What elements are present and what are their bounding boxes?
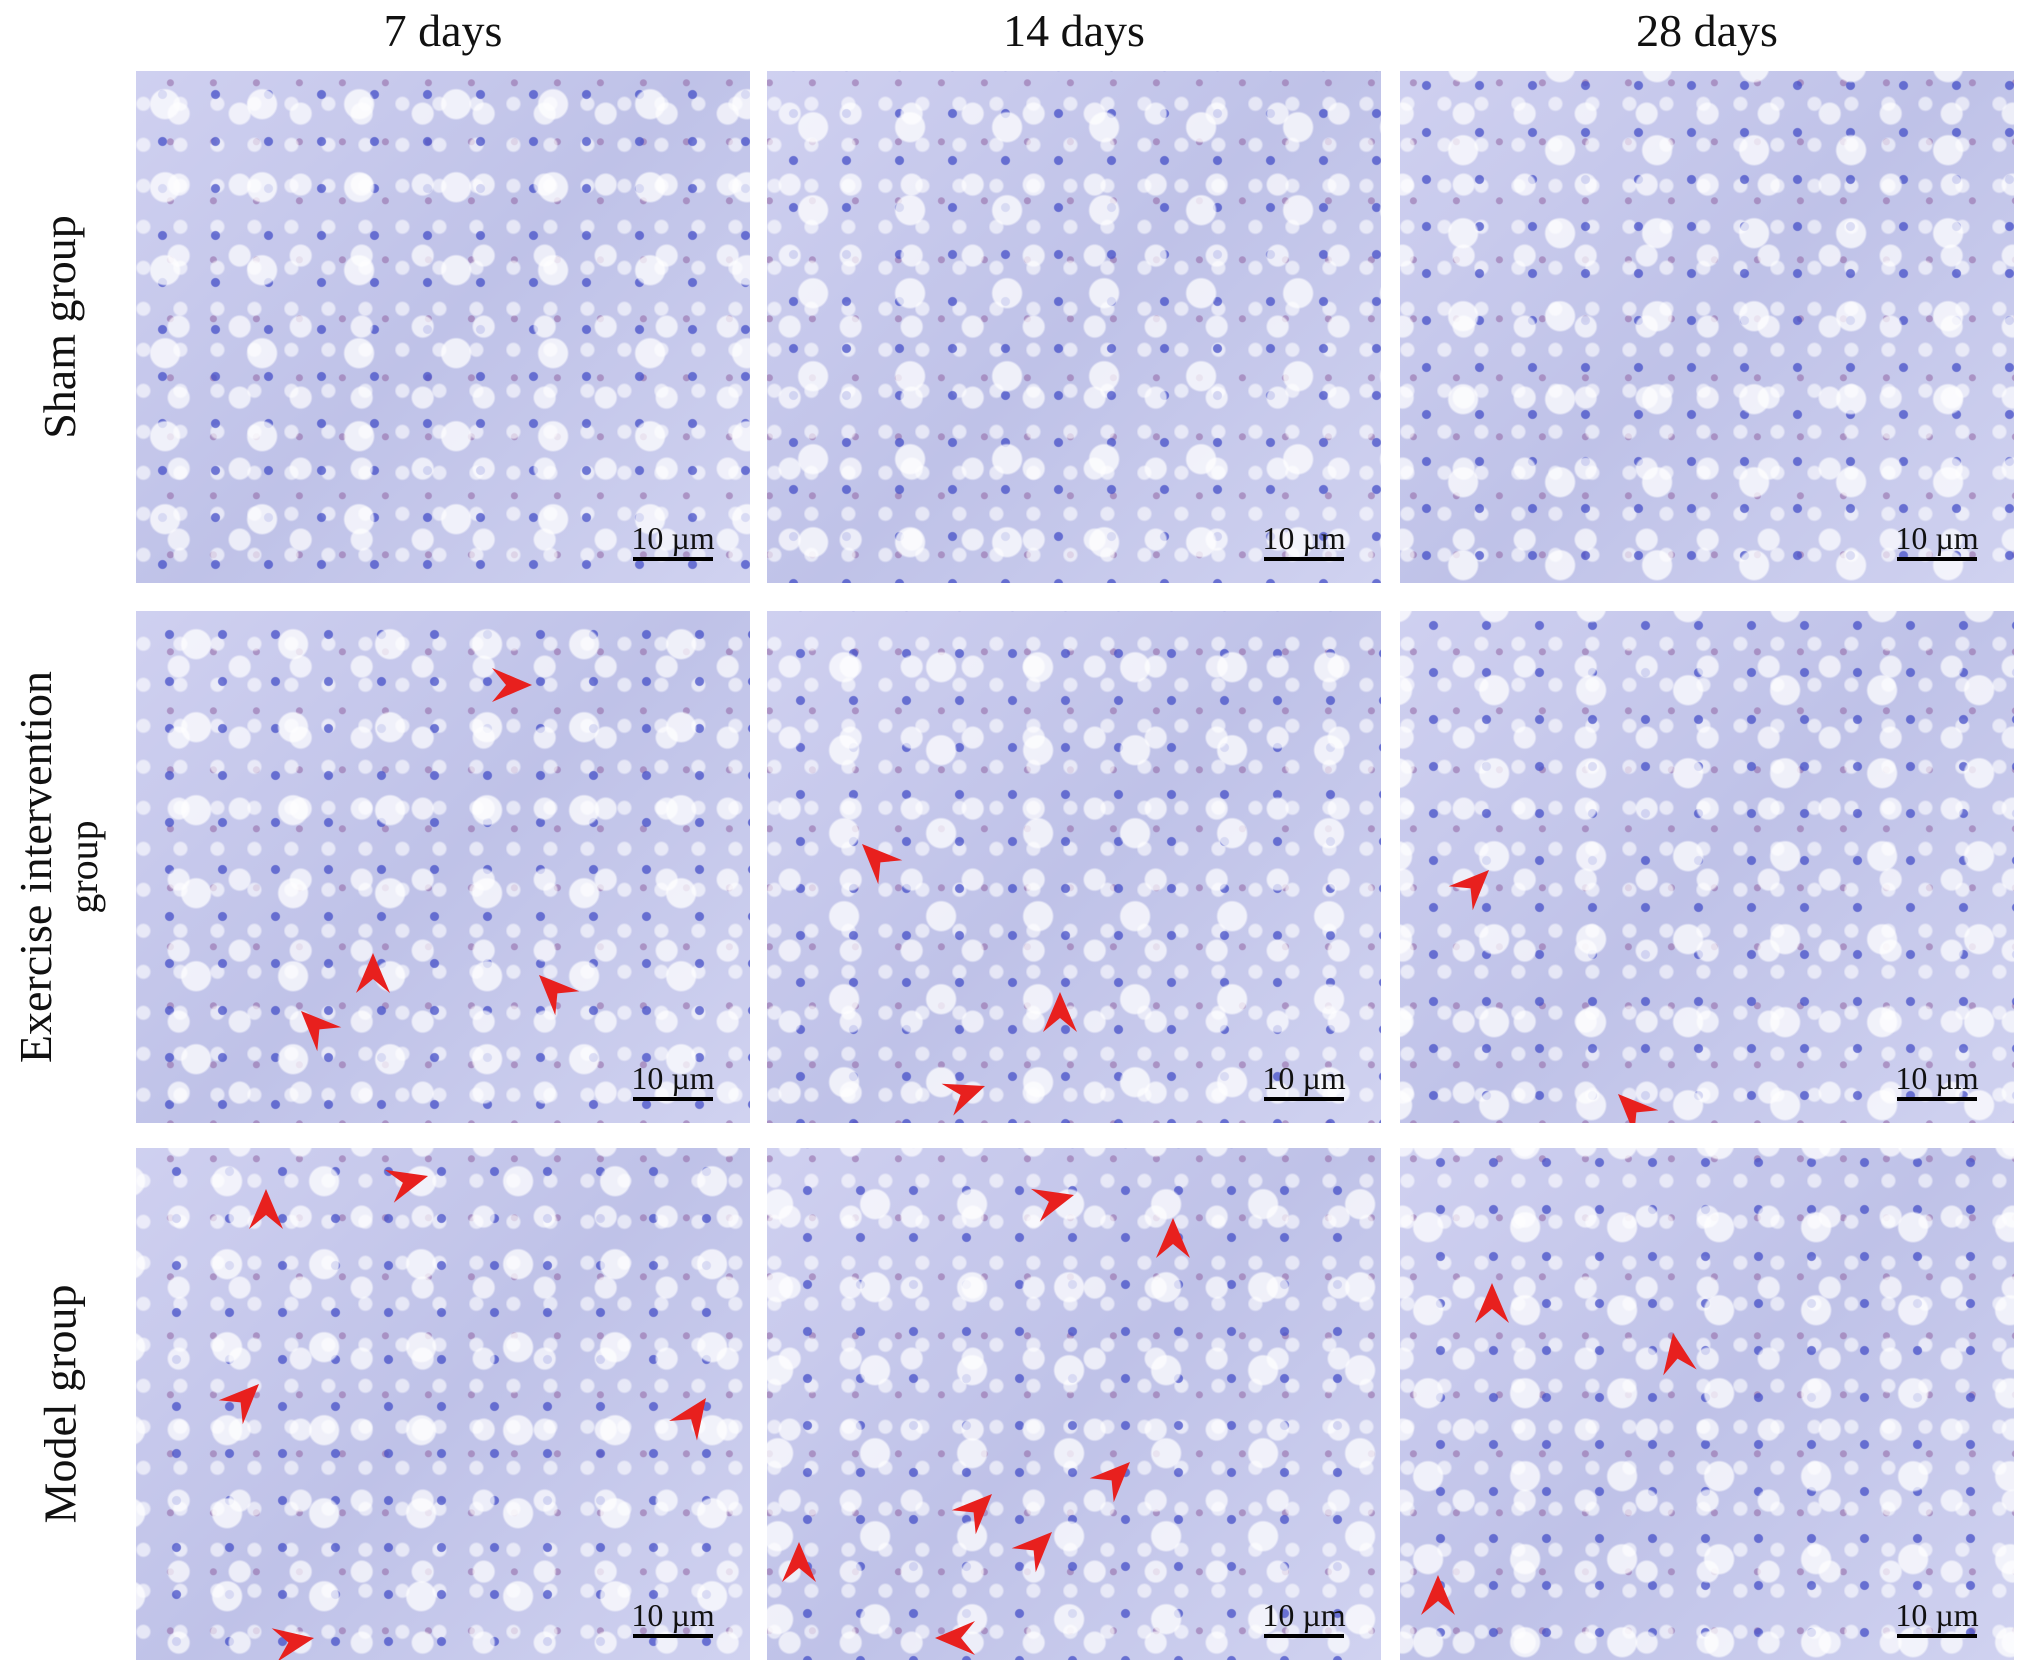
arrowhead-marker — [1156, 1218, 1190, 1258]
row-label-line: Exercise intervention — [10, 670, 61, 1064]
scale-bar: 10 µm — [1249, 1061, 1359, 1101]
micrograph-panel: 10 µm — [136, 1148, 750, 1660]
arrowheads — [218, 1169, 706, 1660]
arrowhead-marker — [271, 1628, 314, 1660]
micrograph-panel: 10 µm — [136, 71, 750, 583]
arrowhead-marker — [1089, 1462, 1130, 1503]
column-header-1: 7 days — [383, 5, 503, 56]
scale-bar-label: 10 µm — [1262, 1060, 1346, 1096]
scale-bar-line — [1264, 1097, 1344, 1101]
arrowhead-marker — [1043, 992, 1077, 1032]
scale-bar: 10 µm — [1249, 1598, 1359, 1638]
scale-bar-line — [633, 557, 713, 561]
arrowheads — [1421, 1283, 1697, 1615]
arrowhead-marker — [941, 1083, 985, 1116]
micrograph-panel: 10 µm — [136, 611, 750, 1123]
micrograph-panel: 10 µm — [767, 611, 1381, 1123]
arrowhead-marker — [1618, 1094, 1659, 1123]
micrograph-panel: 10 µm — [767, 1148, 1381, 1660]
scale-bar-label: 10 µm — [1262, 1597, 1346, 1633]
scale-bar-line — [1264, 557, 1344, 561]
arrowhead-marker — [1475, 1283, 1509, 1323]
scale-bar-line — [1897, 557, 1977, 561]
arrowhead-marker — [1421, 1575, 1455, 1615]
scale-bar-line — [1897, 1634, 1977, 1638]
arrowhead-marker — [492, 668, 532, 702]
micrograph-panel: 10 µm — [1400, 1148, 2014, 1660]
scale-bar-line — [633, 1634, 713, 1638]
arrowhead-marker — [782, 1542, 816, 1582]
arrowhead-marker — [356, 953, 390, 993]
micrograph-panel: 10 µm — [1400, 611, 2014, 1123]
scale-bar-label: 10 µm — [631, 1597, 715, 1633]
scale-bar-line — [1264, 1634, 1344, 1638]
scale-bar: 10 µm — [618, 1061, 728, 1101]
arrowhead-marker — [669, 1398, 706, 1441]
scale-bar-label: 10 µm — [1895, 1597, 1979, 1633]
micrograph-panel: 10 µm — [767, 71, 1381, 583]
row-label-line: Sham group — [34, 215, 86, 439]
arrowhead-marker — [384, 1169, 428, 1203]
scale-bar: 10 µm — [1882, 1598, 1992, 1638]
scale-bar: 10 µm — [618, 1598, 728, 1638]
arrowheads — [862, 844, 1077, 1116]
arrowhead-marker — [951, 1494, 992, 1535]
row-label-2: Exercise intervention group — [0, 611, 120, 1123]
scale-bar: 10 µm — [1249, 521, 1359, 561]
scale-bar-label: 10 µm — [1895, 520, 1979, 556]
arrowhead-marker — [218, 1384, 259, 1425]
column-header-3: 28 days — [1636, 5, 1778, 56]
scale-bar: 10 µm — [618, 521, 728, 561]
row-label-line: group — [61, 820, 106, 914]
scale-bar-label: 10 µm — [1262, 520, 1346, 556]
row-label-1: Sham group — [0, 71, 120, 583]
arrowheads — [1448, 870, 1659, 1123]
micrograph-panel: 10 µm — [1400, 71, 2014, 583]
arrowhead-marker — [862, 844, 903, 885]
row-label-line: Model group — [34, 1284, 86, 1524]
scale-bar-label: 10 µm — [631, 520, 715, 556]
arrowhead-marker — [1030, 1188, 1074, 1222]
arrowhead-marker — [539, 975, 580, 1016]
arrowhead-marker — [1663, 1333, 1697, 1376]
arrowhead-marker — [301, 1011, 342, 1052]
row-label-3: Model group — [0, 1148, 120, 1660]
scale-bar-label: 10 µm — [1895, 1060, 1979, 1096]
column-header-2: 14 days — [1003, 5, 1145, 56]
arrowheads — [782, 1188, 1190, 1655]
scale-bar-label: 10 µm — [631, 1060, 715, 1096]
arrowheads — [301, 668, 580, 1052]
arrowhead-marker — [249, 1189, 283, 1229]
scale-bar: 10 µm — [1882, 1061, 1992, 1101]
arrowhead-marker — [935, 1621, 975, 1655]
scale-bar-line — [1897, 1097, 1977, 1101]
scale-bar-line — [633, 1097, 713, 1101]
arrowhead-marker — [1448, 870, 1489, 911]
scale-bar: 10 µm — [1882, 521, 1992, 561]
arrowhead-marker — [1011, 1532, 1052, 1573]
